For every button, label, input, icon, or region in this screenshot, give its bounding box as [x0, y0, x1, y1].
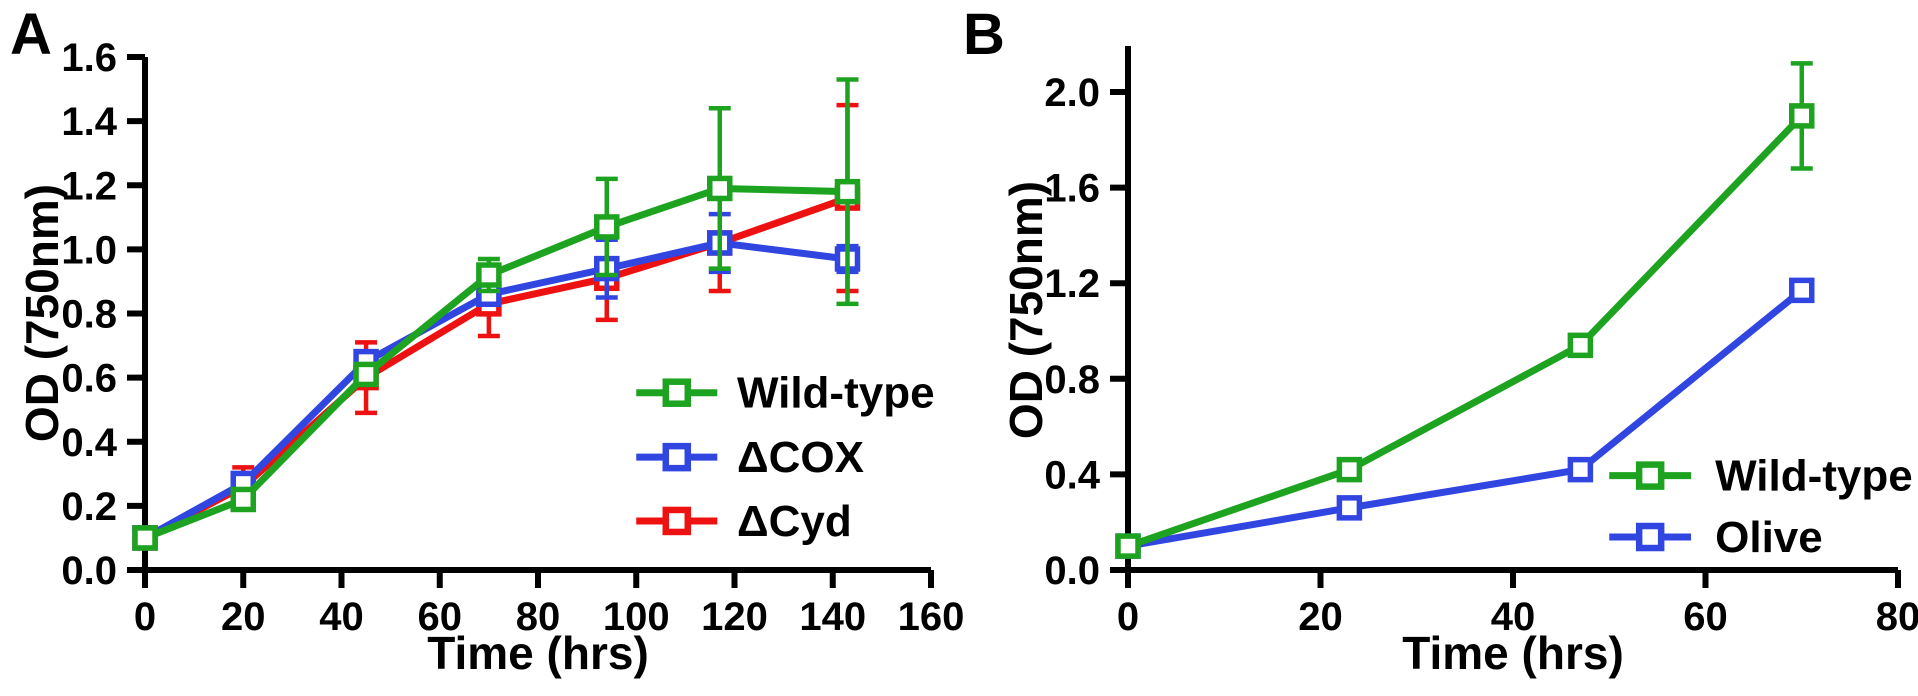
legend-item-olive: Olive — [1609, 513, 1823, 562]
panel-a-y-axis-title: OD (750nm) — [16, 183, 68, 443]
panel-label-b: B — [963, 2, 1005, 67]
y-tick-label: 0.8 — [1044, 358, 1100, 402]
x-tick-label: 60 — [1683, 595, 1728, 639]
x-tick-label: 40 — [319, 595, 364, 639]
x-tick-label: 80 — [516, 595, 561, 639]
series-olive — [1115, 277, 1815, 559]
x-tick-label: 140 — [799, 595, 866, 639]
legend-label: Wild-type — [737, 369, 935, 418]
data-point-marker — [230, 486, 256, 513]
x-tick-label: 60 — [418, 595, 463, 639]
legend-marker — [1635, 522, 1665, 552]
legend-marker — [662, 378, 692, 407]
x-tick-label: 0 — [1117, 595, 1139, 639]
data-point-marker — [132, 525, 158, 551]
y-tick-label: 0.6 — [61, 357, 117, 401]
legend-item-wild-type: Wild-type — [636, 369, 935, 418]
y-tick-label: 1.6 — [61, 36, 117, 80]
legend-label: Olive — [1715, 513, 1823, 562]
panel-b-plot: 0.0 0.4 0.8 1.2 1.6 2.0 0 20 40 60 80 Wild-type Oliv… — [1044, 46, 1918, 639]
data-point-marker — [1567, 456, 1594, 483]
x-tick-label: 20 — [1298, 595, 1343, 639]
data-point-marker — [1115, 533, 1141, 559]
y-tick-label: 0.0 — [1044, 549, 1100, 593]
data-point-marker — [594, 214, 620, 240]
y-tick-label: 0.8 — [61, 293, 117, 337]
panel-b-x-axis-title: Time (hrs) — [1402, 627, 1624, 679]
x-tick-label: 120 — [701, 595, 768, 639]
legend-label: Wild-type — [1715, 452, 1913, 501]
data-point-marker — [1789, 277, 1815, 304]
legend-marker — [662, 442, 692, 472]
series-wild-type — [1115, 61, 1815, 559]
panel-a-plot: 0.0 0.2 0.4 0.6 0.8 1.0 1.2 1.4 1.6 0 20 40 60 80 100 1… — [61, 36, 964, 639]
legend-label: ΔCyd — [737, 497, 852, 546]
series-line — [1127, 287, 1804, 550]
legend-label: ΔCOX — [737, 433, 864, 482]
data-point-marker — [707, 175, 733, 202]
x-tick-label: 160 — [898, 595, 965, 639]
data-point-marker — [1567, 332, 1594, 359]
x-tick-label: 0 — [134, 595, 156, 639]
data-point-marker — [1789, 103, 1815, 129]
y-tick-label: 0.2 — [61, 485, 117, 529]
x-tick-label: 20 — [221, 595, 266, 639]
x-tick-label: 80 — [1876, 595, 1918, 639]
data-point-marker — [353, 361, 379, 388]
panel-b-legend: Wild-type Olive — [1609, 452, 1913, 562]
y-tick-label: 1.6 — [1044, 167, 1100, 211]
x-tick-label: 100 — [603, 595, 670, 639]
y-tick-label: 0.4 — [61, 421, 117, 465]
panel-b-y-axis-title: OD (750nm) — [1000, 180, 1052, 440]
data-point-marker — [834, 178, 861, 205]
x-tick-label: 40 — [1491, 595, 1536, 639]
panel-a-legend: Wild-type ΔCOX ΔCyd — [636, 369, 935, 546]
series-wild-type — [132, 77, 861, 551]
y-tick-label: 1.2 — [61, 164, 117, 208]
data-point-marker — [1336, 495, 1363, 521]
y-tick-label: 0.0 — [61, 549, 117, 593]
panel-label-a: A — [10, 2, 52, 67]
y-tick-label: 1.4 — [61, 100, 117, 144]
data-point-marker — [1336, 456, 1363, 483]
y-tick-label: 1.2 — [1044, 262, 1100, 306]
panel-a-x-axis-title: Time (hrs) — [427, 627, 649, 679]
panel-a-axes — [142, 57, 931, 573]
y-tick-label: 2.0 — [1044, 71, 1100, 115]
legend-item-wild-type: Wild-type — [1609, 452, 1913, 501]
legend-item-cyd: ΔCyd — [636, 497, 852, 546]
y-tick-label: 0.4 — [1044, 453, 1100, 497]
y-tick-label: 1.0 — [61, 228, 117, 272]
data-point-marker — [476, 262, 502, 288]
legend-marker — [662, 506, 692, 536]
legend-marker — [1635, 461, 1665, 490]
legend-item-cox: ΔCOX — [636, 433, 864, 482]
series-line — [1126, 113, 1805, 550]
